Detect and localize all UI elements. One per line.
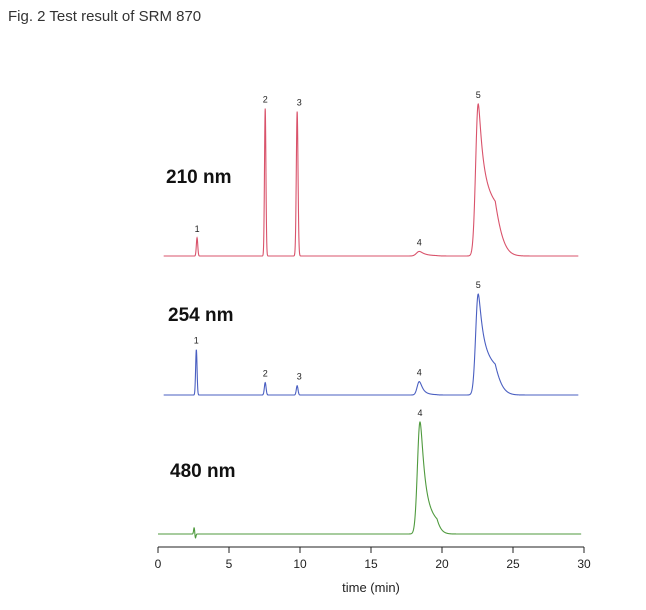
x-axis: 0 5 10 15 20 25 30 time (min): [155, 546, 591, 595]
trace-480-nm: 480 nm 4: [158, 408, 582, 539]
trace-line-254-nm: [163, 293, 579, 396]
x-tick-label: 20: [435, 557, 449, 571]
trace-label-210-nm: 210 nm: [166, 167, 231, 188]
x-tick-label: 5: [226, 557, 233, 571]
peak-label-3: 3: [297, 98, 302, 108]
x-tick-label: 25: [506, 557, 520, 571]
traces: 210 nm 1 2 3 4 5 254 nm 1 2 3 4 5 480 nm 4: [158, 90, 582, 539]
x-tick-label: 30: [577, 557, 591, 571]
trace-line-480-nm: [158, 421, 582, 539]
x-axis-title: time (min): [342, 580, 400, 595]
peak-label-5: 5: [476, 90, 481, 100]
peak-label-2: 2: [263, 95, 268, 105]
peak-label-4: 4: [417, 237, 422, 247]
figure-caption: Fig. 2 Test result of SRM 870: [8, 8, 202, 25]
peak-label-5: 5: [476, 280, 481, 290]
trace-line-210-nm: [163, 102, 579, 257]
peak-label-1: 1: [194, 336, 199, 346]
peak-label-3: 3: [297, 372, 302, 382]
peak-label-1: 1: [195, 224, 200, 234]
x-tick-label: 0: [155, 557, 162, 571]
trace-254-nm: 254 nm 1 2 3 4 5: [163, 280, 579, 396]
peak-label-4: 4: [417, 408, 422, 418]
trace-210-nm: 210 nm 1 2 3 4 5: [163, 90, 579, 257]
trace-label-254-nm: 254 nm: [168, 305, 233, 326]
peak-label-2: 2: [263, 369, 268, 379]
x-tick-label: 10: [293, 557, 307, 571]
x-tick-label: 15: [364, 557, 378, 571]
trace-label-480-nm: 480 nm: [170, 461, 235, 482]
peak-label-4: 4: [417, 368, 422, 378]
